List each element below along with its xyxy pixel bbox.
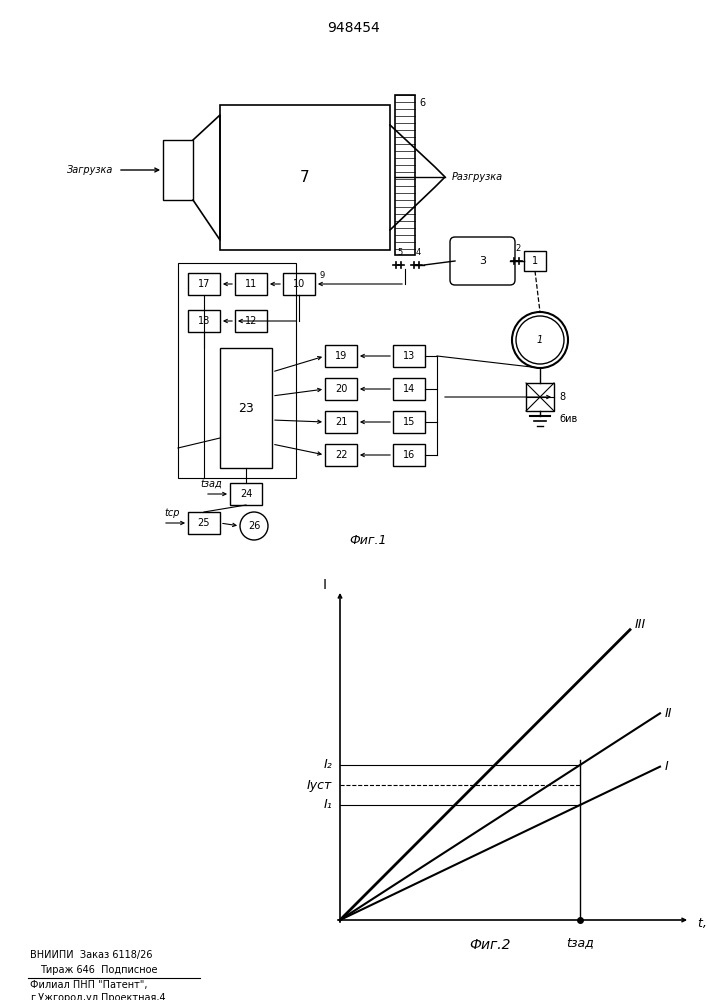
Text: 25: 25	[198, 518, 210, 528]
Text: 1: 1	[532, 256, 538, 266]
Text: 5: 5	[397, 248, 402, 257]
Text: 22: 22	[334, 450, 347, 460]
Text: I: I	[323, 578, 327, 592]
Bar	[325, 345, 357, 367]
Bar	[163, 140, 193, 200]
Text: I₁: I₁	[323, 798, 332, 812]
Bar	[220, 105, 390, 250]
Text: 7: 7	[300, 170, 310, 185]
Text: 2: 2	[515, 244, 520, 253]
Text: t, с: t, с	[698, 916, 707, 930]
Text: 11: 11	[245, 279, 257, 289]
Text: 8: 8	[559, 392, 565, 402]
Text: 4: 4	[416, 248, 421, 257]
Text: 19: 19	[335, 351, 347, 361]
Text: tзад: tзад	[566, 936, 594, 949]
Text: 6: 6	[419, 98, 425, 108]
Text: Разгрузка: Разгрузка	[452, 172, 503, 182]
Bar	[188, 512, 220, 534]
Text: II: II	[665, 707, 672, 720]
Text: I: I	[665, 760, 669, 773]
Text: 15: 15	[403, 417, 415, 427]
Bar	[393, 378, 425, 400]
Text: Тираж 646  Подписное: Тираж 646 Подписное	[40, 965, 158, 975]
Text: Загрузка: Загрузка	[66, 165, 113, 175]
Text: Iуст: Iуст	[307, 778, 332, 792]
Text: tзад: tзад	[200, 479, 222, 489]
Bar	[325, 378, 357, 400]
Text: 13: 13	[403, 351, 415, 361]
Text: 12: 12	[245, 316, 257, 326]
Bar	[220, 348, 272, 468]
Text: ВНИИПИ  Заказ 6118/26: ВНИИПИ Заказ 6118/26	[30, 950, 153, 960]
Text: 10: 10	[293, 279, 305, 289]
Text: г.Ужгород,ул.Проектная,4: г.Ужгород,ул.Проектная,4	[30, 993, 165, 1000]
Bar	[230, 483, 262, 505]
Text: Фиг.1: Фиг.1	[349, 534, 387, 546]
Bar	[283, 273, 315, 295]
Text: 948454: 948454	[327, 21, 380, 35]
Bar	[178, 263, 296, 478]
Text: 26: 26	[248, 521, 260, 531]
Bar	[188, 273, 220, 295]
Bar	[393, 444, 425, 466]
Bar	[325, 411, 357, 433]
Text: 14: 14	[403, 384, 415, 394]
Text: 1: 1	[537, 335, 543, 345]
Text: 24: 24	[240, 489, 252, 499]
Bar	[393, 411, 425, 433]
Text: 3: 3	[479, 256, 486, 266]
Text: I₂: I₂	[323, 758, 332, 772]
Text: 23: 23	[238, 401, 254, 414]
Text: tср: tср	[165, 508, 180, 518]
Text: 9: 9	[319, 271, 325, 280]
Text: 20: 20	[335, 384, 347, 394]
Text: 18: 18	[198, 316, 210, 326]
Bar	[235, 310, 267, 332]
Text: Филиал ПНП "Патент",: Филиал ПНП "Патент",	[30, 980, 148, 990]
Bar	[526, 383, 554, 411]
Text: III: III	[635, 618, 646, 631]
Text: бив: бив	[559, 414, 577, 424]
Text: 16: 16	[403, 450, 415, 460]
Bar	[325, 444, 357, 466]
FancyBboxPatch shape	[450, 237, 515, 285]
Bar	[395, 95, 415, 255]
Bar	[235, 273, 267, 295]
Bar	[188, 310, 220, 332]
Text: 21: 21	[335, 417, 347, 427]
Text: Фиг.2: Фиг.2	[469, 938, 510, 952]
Bar	[393, 345, 425, 367]
Text: 17: 17	[198, 279, 210, 289]
Bar	[524, 251, 546, 271]
